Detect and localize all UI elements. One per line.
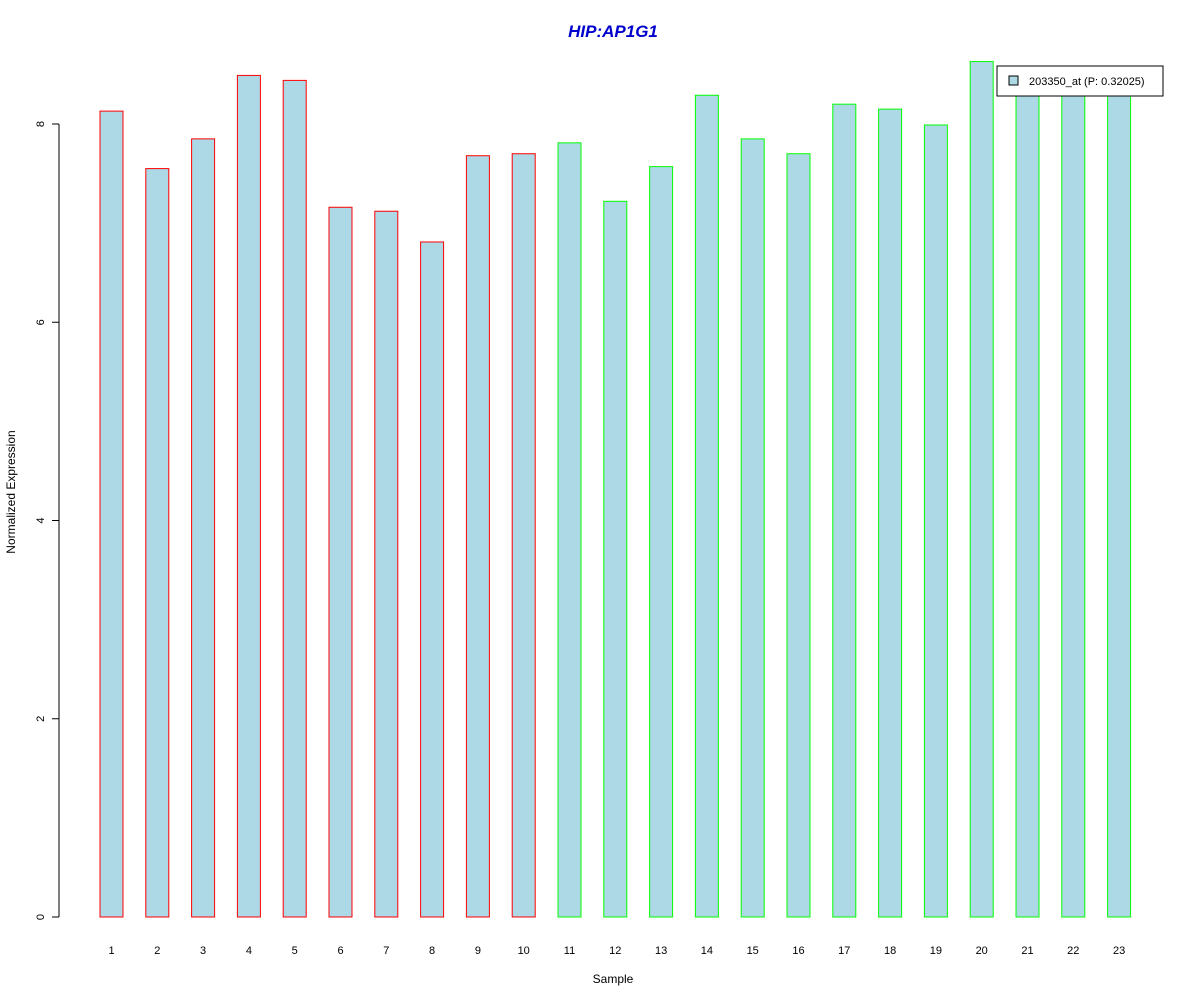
x-tick-label: 20 xyxy=(976,945,988,957)
x-tick-label: 19 xyxy=(930,945,942,957)
x-tick-label: 21 xyxy=(1021,945,1033,957)
x-tick-label: 18 xyxy=(884,945,896,957)
y-tick-label: 4 xyxy=(35,517,47,523)
x-tick-label: 8 xyxy=(429,945,435,957)
x-tick-label: 10 xyxy=(518,945,530,957)
x-axis-title: Sample xyxy=(593,972,634,986)
y-tick-label: 2 xyxy=(35,716,47,722)
x-tick-label: 1 xyxy=(108,945,114,957)
x-tick-label: 3 xyxy=(200,945,206,957)
bar-sample-15 xyxy=(740,138,765,918)
x-tick-label: 7 xyxy=(383,945,389,957)
x-tick-label: 2 xyxy=(154,945,160,957)
bar-sample-6 xyxy=(328,206,353,918)
x-tick-label: 13 xyxy=(655,945,667,957)
y-axis: 0 2 4 6 8 xyxy=(35,121,60,920)
bar-sample-2 xyxy=(145,168,170,918)
x-tick-label: 14 xyxy=(701,945,713,957)
bar-sample-22 xyxy=(1061,81,1086,918)
legend: 203350_at (P: 0.32025) xyxy=(996,65,1164,97)
x-tick-label: 11 xyxy=(564,945,575,957)
bar-sample-12 xyxy=(603,200,628,918)
x-tick-label: 12 xyxy=(609,945,621,957)
bar-sample-21 xyxy=(1015,67,1040,918)
x-tick-label: 4 xyxy=(246,945,252,957)
bar-sample-1 xyxy=(99,110,124,918)
x-tick-label: 15 xyxy=(747,945,759,957)
bar-sample-16 xyxy=(786,153,811,918)
bar-sample-3 xyxy=(191,138,216,918)
legend-label: 203350_at (P: 0.32025) xyxy=(1029,76,1145,88)
x-tick-label: 17 xyxy=(838,945,850,957)
y-tick-label: 8 xyxy=(35,121,47,127)
bar-sample-11 xyxy=(557,142,582,918)
bar-sample-9 xyxy=(465,155,490,918)
x-tick-label: 9 xyxy=(475,945,481,957)
bar-sample-13 xyxy=(649,166,674,918)
legend-box xyxy=(996,65,1164,97)
bar-sample-10 xyxy=(511,153,536,918)
legend-swatch xyxy=(1008,75,1019,86)
x-tick-labels: 1 2 3 4 5 6 7 8 9 10 11 12 13 14 15 16 17 18 19 20 21 22 23 xyxy=(108,945,1125,957)
bar-sample-19 xyxy=(923,124,948,918)
y-tick-label: 6 xyxy=(35,319,47,325)
bar-sample-20 xyxy=(969,61,994,918)
bar-sample-8 xyxy=(420,241,445,918)
bar-sample-7 xyxy=(374,210,399,918)
bar-sample-5 xyxy=(282,79,307,918)
chart-title: HIP:AP1G1 xyxy=(568,22,658,41)
bar-sample-23 xyxy=(1107,75,1132,918)
x-tick-label: 16 xyxy=(792,945,804,957)
x-tick-label: 22 xyxy=(1067,945,1079,957)
bar-sample-18 xyxy=(878,108,903,918)
x-tick-label: 6 xyxy=(337,945,343,957)
bar-sample-14 xyxy=(694,94,719,918)
x-tick-label: 23 xyxy=(1113,945,1125,957)
bar-sample-4 xyxy=(236,74,261,918)
y-axis-title: Normalized Expression xyxy=(4,430,18,553)
x-tick-label: 5 xyxy=(292,945,298,957)
bars xyxy=(99,61,1132,918)
y-tick-label: 0 xyxy=(35,914,47,920)
bar-sample-17 xyxy=(832,103,857,918)
